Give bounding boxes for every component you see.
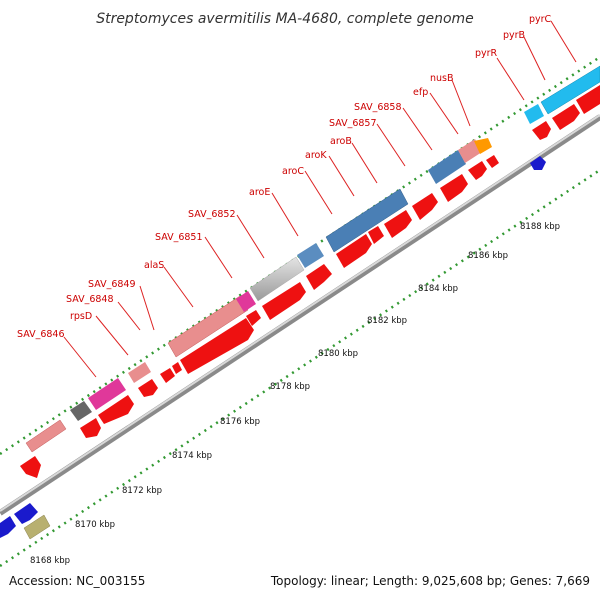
cds-arrow[interactable] <box>412 193 438 220</box>
cds-arrow[interactable] <box>552 104 580 130</box>
gene-box-sav6851[interactable] <box>236 291 256 312</box>
map-title: Streptomyces avermitilis MA-4680, comple… <box>96 11 474 27</box>
cds-arrow[interactable] <box>468 161 487 180</box>
gene-box-sav6852[interactable] <box>249 256 305 302</box>
cds-arrow[interactable] <box>532 121 551 140</box>
gene-label-sav6858[interactable]: SAV_6858 <box>354 102 402 113</box>
gene-label-rpsd[interactable]: rpsD <box>70 311 92 322</box>
kbp-label: 8188 kbp <box>520 222 560 232</box>
gene-labels: SAV_6846 SAV_6848 rpsD SAV_6849 alaS SAV… <box>17 14 552 340</box>
cds-arrow[interactable] <box>440 174 468 202</box>
gene-box-rpsd[interactable] <box>128 362 151 383</box>
blue-arrow[interactable] <box>14 503 38 524</box>
sequence-backbone-highlight <box>0 114 600 512</box>
gene-label-nusb[interactable]: nusB <box>430 73 454 84</box>
kbp-label: 8182 kbp <box>367 316 407 326</box>
scale-labels: 8168 kbp 8170 kbp 8172 kbp 8174 kbp 8176… <box>30 222 560 566</box>
gene-label-sav6848[interactable]: SAV_6848 <box>66 294 114 305</box>
kbp-label: 8178 kbp <box>270 382 310 392</box>
cds-arrow[interactable] <box>336 234 372 268</box>
kbp-label: 8170 kbp <box>75 520 115 530</box>
cds-arrow[interactable] <box>486 155 499 168</box>
cds-arrow[interactable] <box>368 226 384 244</box>
gene-label-sav6852[interactable]: SAV_6852 <box>188 209 236 220</box>
kbp-label: 8176 kbp <box>220 417 260 427</box>
gene-label-pyrc[interactable]: pyrC <box>529 14 552 25</box>
minus-strand-features <box>0 156 546 540</box>
kbp-label: 8174 kbp <box>172 451 212 461</box>
cds-arrow[interactable] <box>576 85 600 114</box>
upper-tick-line <box>0 55 600 456</box>
cds-arrow[interactable] <box>98 395 134 424</box>
cds-arrow[interactable] <box>172 362 182 374</box>
tan-gene-box[interactable] <box>23 514 51 540</box>
kbp-label: 8172 kbp <box>122 486 162 496</box>
gene-box-sav6846[interactable] <box>25 419 67 453</box>
cds-arrow[interactable] <box>246 310 261 326</box>
accession-text: Accession: NC_003155 <box>9 574 145 588</box>
gene-label-arob[interactable]: aroB <box>330 136 352 147</box>
gene-box-sav6848[interactable] <box>88 378 126 410</box>
kbp-label: 8186 kbp <box>468 251 508 261</box>
cds-arrows <box>20 85 600 478</box>
gene-box-sav6858[interactable] <box>428 150 466 184</box>
gene-label-efp[interactable]: efp <box>413 87 428 98</box>
gene-label-pyrr[interactable]: pyrR <box>475 48 498 59</box>
cds-arrow[interactable] <box>384 210 412 238</box>
kbp-label: 8184 kbp <box>418 284 458 294</box>
gene-label-sav6849[interactable]: SAV_6849 <box>88 279 136 290</box>
cds-arrow[interactable] <box>80 418 101 438</box>
cds-arrow[interactable] <box>180 318 254 374</box>
gene-label-sav6851[interactable]: SAV_6851 <box>155 232 203 243</box>
gene-box-alas[interactable] <box>167 295 249 358</box>
gene-box-aroc-arok-arob[interactable] <box>325 188 409 253</box>
gene-box-grey[interactable] <box>70 401 92 421</box>
cds-arrow[interactable] <box>262 282 306 320</box>
gene-label-arok[interactable]: aroK <box>305 150 327 161</box>
lower-tick-line <box>0 168 600 568</box>
kbp-label: 8168 kbp <box>30 556 70 566</box>
cds-arrow[interactable] <box>138 379 158 397</box>
label-connectors <box>63 20 577 378</box>
gene-label-aroc[interactable]: aroC <box>282 166 304 177</box>
blue-arrow[interactable] <box>530 156 546 170</box>
gene-box-nusb[interactable] <box>474 138 492 154</box>
gene-box-aroe[interactable] <box>297 243 324 268</box>
gene-label-aroe[interactable]: aroE <box>249 187 270 198</box>
gene-label-sav6846[interactable]: SAV_6846 <box>17 329 65 340</box>
gene-label-sav6857[interactable]: SAV_6857 <box>329 118 377 129</box>
gene-box-pyrb-pyrc[interactable] <box>540 65 600 115</box>
kbp-label: 8180 kbp <box>318 349 358 359</box>
cds-arrow[interactable] <box>20 456 41 478</box>
gene-label-pyrb[interactable]: pyrB <box>503 30 525 41</box>
feature-track <box>25 65 600 453</box>
gene-box-pyrr[interactable] <box>524 104 544 124</box>
genome-summary-text: Topology: linear; Length: 9,025,608 bp; … <box>270 574 590 588</box>
cds-arrow[interactable] <box>160 368 175 383</box>
gene-label-alas[interactable]: alaS <box>144 260 164 271</box>
sequence-backbone <box>0 114 600 516</box>
blue-arrow[interactable] <box>0 516 16 538</box>
cds-arrow[interactable] <box>306 264 332 290</box>
